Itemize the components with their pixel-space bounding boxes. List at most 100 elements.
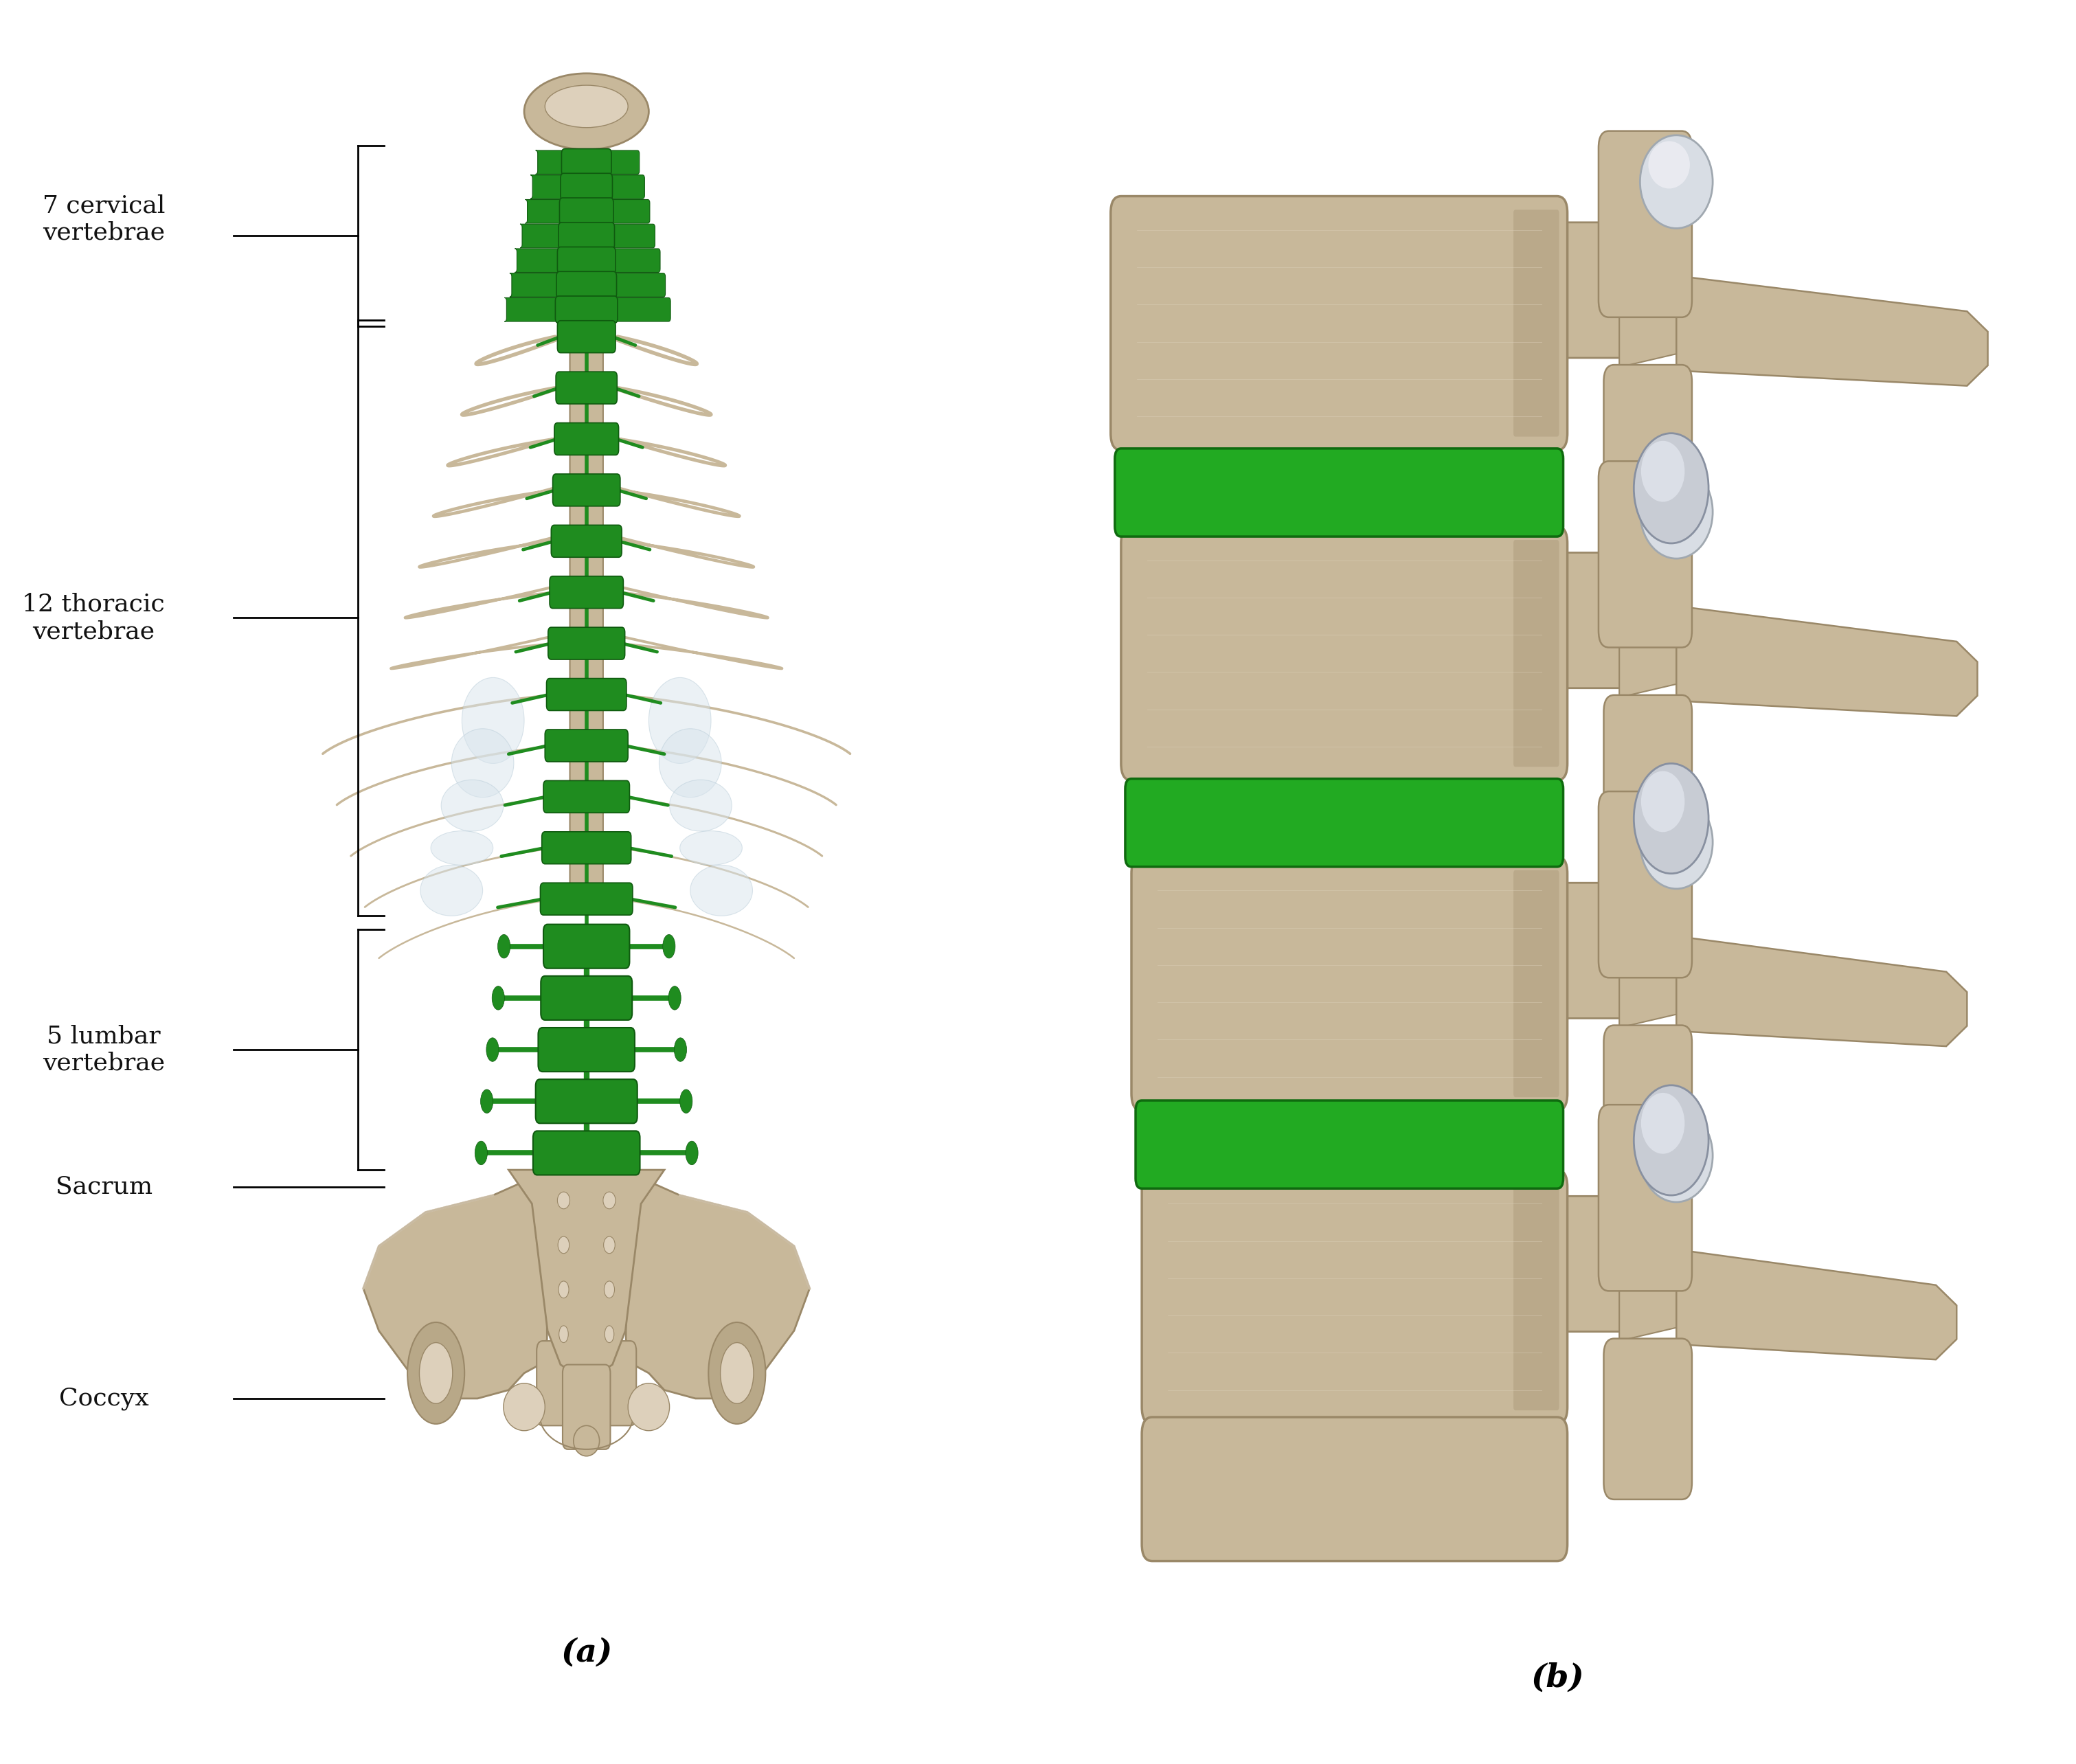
Polygon shape xyxy=(509,1170,664,1381)
FancyBboxPatch shape xyxy=(548,628,625,660)
Polygon shape xyxy=(363,1170,550,1399)
FancyBboxPatch shape xyxy=(610,273,664,296)
FancyBboxPatch shape xyxy=(538,1028,635,1073)
FancyBboxPatch shape xyxy=(569,332,602,891)
Ellipse shape xyxy=(432,831,494,864)
FancyBboxPatch shape xyxy=(1513,540,1559,767)
FancyBboxPatch shape xyxy=(563,1365,610,1450)
FancyBboxPatch shape xyxy=(556,372,617,404)
Ellipse shape xyxy=(1648,141,1690,189)
FancyBboxPatch shape xyxy=(536,150,565,175)
FancyBboxPatch shape xyxy=(1131,857,1567,1111)
Ellipse shape xyxy=(453,729,515,797)
Ellipse shape xyxy=(648,677,710,764)
FancyBboxPatch shape xyxy=(1513,1184,1559,1411)
Ellipse shape xyxy=(419,864,482,916)
Ellipse shape xyxy=(556,1192,569,1208)
Ellipse shape xyxy=(1640,466,1713,559)
Ellipse shape xyxy=(627,1383,668,1431)
Text: (a): (a) xyxy=(561,1637,612,1669)
FancyBboxPatch shape xyxy=(1599,460,1692,647)
FancyBboxPatch shape xyxy=(542,833,631,864)
Text: (b): (b) xyxy=(1530,1662,1584,1693)
FancyBboxPatch shape xyxy=(606,150,639,175)
FancyBboxPatch shape xyxy=(552,475,621,506)
FancyBboxPatch shape xyxy=(1125,778,1563,866)
Ellipse shape xyxy=(1634,764,1709,873)
Ellipse shape xyxy=(486,1037,498,1062)
Ellipse shape xyxy=(1634,434,1709,543)
Ellipse shape xyxy=(523,74,648,150)
Ellipse shape xyxy=(492,986,504,1009)
FancyBboxPatch shape xyxy=(540,975,631,1020)
Ellipse shape xyxy=(475,1141,488,1164)
Ellipse shape xyxy=(502,1383,544,1431)
Ellipse shape xyxy=(602,1192,614,1208)
Ellipse shape xyxy=(419,1342,453,1404)
Polygon shape xyxy=(1619,940,1692,1028)
FancyBboxPatch shape xyxy=(608,199,650,224)
FancyBboxPatch shape xyxy=(1513,870,1559,1097)
Text: 7 cervical
vertebrae: 7 cervical vertebrae xyxy=(42,194,166,243)
FancyBboxPatch shape xyxy=(554,296,619,323)
Ellipse shape xyxy=(1648,471,1690,519)
FancyBboxPatch shape xyxy=(529,175,563,199)
FancyBboxPatch shape xyxy=(612,298,671,321)
FancyBboxPatch shape xyxy=(556,321,614,353)
Polygon shape xyxy=(1677,275,1989,386)
Ellipse shape xyxy=(668,780,733,831)
Polygon shape xyxy=(1619,1252,1692,1341)
Polygon shape xyxy=(1677,1249,1956,1360)
Ellipse shape xyxy=(498,935,511,958)
Ellipse shape xyxy=(708,1323,766,1424)
Ellipse shape xyxy=(604,1237,614,1254)
FancyBboxPatch shape xyxy=(550,577,623,609)
FancyBboxPatch shape xyxy=(1513,210,1559,437)
FancyBboxPatch shape xyxy=(1603,1025,1692,1185)
FancyBboxPatch shape xyxy=(1603,1339,1692,1499)
FancyBboxPatch shape xyxy=(558,222,614,249)
FancyBboxPatch shape xyxy=(540,882,633,916)
FancyBboxPatch shape xyxy=(558,198,614,226)
FancyBboxPatch shape xyxy=(1603,695,1692,856)
FancyBboxPatch shape xyxy=(504,298,558,321)
Ellipse shape xyxy=(689,864,752,916)
FancyBboxPatch shape xyxy=(561,173,612,201)
FancyBboxPatch shape xyxy=(606,175,644,199)
FancyBboxPatch shape xyxy=(561,148,610,176)
Ellipse shape xyxy=(1648,1115,1690,1162)
FancyBboxPatch shape xyxy=(1599,792,1692,977)
Ellipse shape xyxy=(544,85,627,127)
FancyBboxPatch shape xyxy=(1136,1101,1563,1189)
Ellipse shape xyxy=(658,729,722,797)
FancyBboxPatch shape xyxy=(1115,448,1563,536)
FancyBboxPatch shape xyxy=(1599,1104,1692,1291)
FancyBboxPatch shape xyxy=(556,272,617,298)
Polygon shape xyxy=(623,1170,810,1399)
Polygon shape xyxy=(1677,607,1976,716)
Ellipse shape xyxy=(480,1090,494,1113)
Ellipse shape xyxy=(604,1281,614,1298)
Ellipse shape xyxy=(662,935,675,958)
Ellipse shape xyxy=(720,1342,754,1404)
Ellipse shape xyxy=(1640,136,1713,228)
Polygon shape xyxy=(1619,609,1692,697)
Ellipse shape xyxy=(1648,801,1690,848)
FancyBboxPatch shape xyxy=(1121,526,1567,780)
Ellipse shape xyxy=(668,986,681,1009)
FancyBboxPatch shape xyxy=(610,224,656,247)
FancyBboxPatch shape xyxy=(515,249,561,272)
FancyBboxPatch shape xyxy=(610,249,660,272)
Ellipse shape xyxy=(558,1281,569,1298)
Ellipse shape xyxy=(558,1237,569,1254)
Text: 5 lumbar
vertebrae: 5 lumbar vertebrae xyxy=(44,1025,164,1074)
FancyBboxPatch shape xyxy=(519,224,561,247)
Text: 12 thoracic
vertebrae: 12 thoracic vertebrae xyxy=(23,593,164,644)
Ellipse shape xyxy=(1640,796,1713,889)
Ellipse shape xyxy=(1640,441,1686,501)
FancyBboxPatch shape xyxy=(556,247,614,273)
Ellipse shape xyxy=(407,1323,465,1424)
Polygon shape xyxy=(1619,279,1692,367)
Text: Sacrum: Sacrum xyxy=(56,1175,152,1198)
FancyBboxPatch shape xyxy=(536,1080,637,1124)
